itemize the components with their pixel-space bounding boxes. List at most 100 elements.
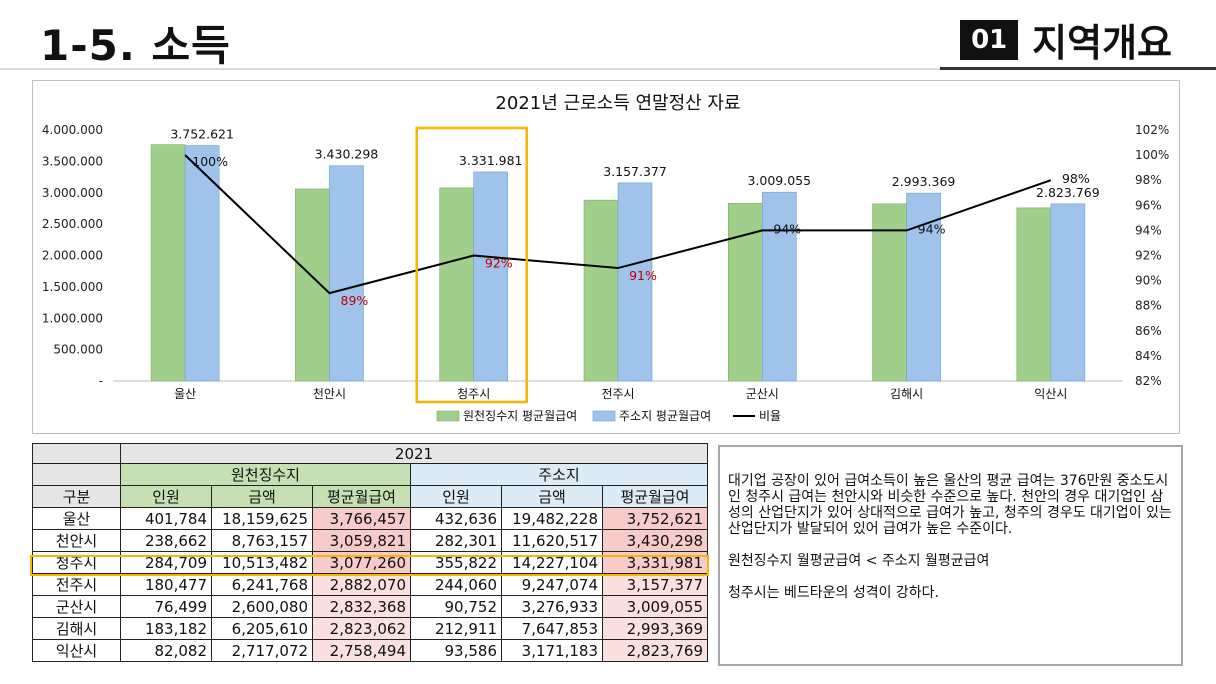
row-w-people: 284,709 — [120, 551, 212, 574]
x-tick-label: 전주시 — [601, 387, 634, 401]
y-left-tick-label: - — [99, 374, 103, 388]
row-a-avg: 3,331,981 — [602, 551, 708, 574]
row-a-avg: 3,752,621 — [602, 507, 708, 530]
bar-address-6 — [1050, 203, 1086, 382]
y-right-tick-label: 86% — [1135, 324, 1162, 338]
row-a-people: 244,060 — [410, 573, 502, 596]
row-a-people: 93,586 — [410, 639, 502, 662]
highlight-frame — [415, 126, 528, 404]
legend-label-address: 주소지 평균월급여 — [619, 409, 711, 423]
row-region: 천안시 — [32, 529, 121, 552]
y-left-tick-label: 1.000.000 — [42, 311, 103, 325]
x-tick-label: 김해시 — [890, 387, 923, 401]
bar-withholding-1 — [295, 188, 330, 382]
y-right-tick-label: 98% — [1135, 173, 1162, 187]
legend-swatch-address — [592, 410, 616, 422]
row-a-amount: 11,620,517 — [501, 529, 603, 552]
table-row: 청주시 284,709 10,513,482 3,077,260 355,822… — [32, 551, 708, 574]
row-w-avg: 2,823,062 — [312, 617, 411, 640]
bar-withholding-3 — [583, 199, 619, 382]
row-w-avg: 2,832,368 — [312, 595, 411, 618]
y-right-tick-label: 96% — [1135, 198, 1162, 212]
bar-address-2 — [473, 171, 509, 382]
legend-swatch-withholding — [436, 410, 460, 422]
bar-withholding-0 — [150, 144, 186, 382]
bar-data-label: 3.009.055 — [747, 173, 811, 188]
row-region: 군산시 — [32, 595, 121, 618]
row-w-amount: 6,241,768 — [211, 573, 313, 596]
ratio-data-label: 89% — [341, 293, 369, 308]
col-category-header: 구분 — [32, 485, 121, 508]
row-w-avg: 3,766,457 — [312, 507, 411, 530]
y-left-tick-label: 3.000.000 — [42, 186, 103, 200]
col-w-amount-header: 금액 — [211, 485, 313, 508]
col-w-people-header: 인원 — [120, 485, 212, 508]
ratio-line — [184, 154, 1052, 295]
x-tick-label: 청주시 — [457, 387, 490, 401]
bar-data-label: 3.752.621 — [170, 127, 234, 142]
row-region: 전주시 — [32, 573, 121, 596]
bar-data-label: 3.331.981 — [459, 153, 523, 168]
row-a-avg: 2,823,769 — [602, 639, 708, 662]
note-paragraph-3: 청주시는 베드타운의 성격이 강하다. — [728, 585, 939, 601]
row-w-avg: 2,882,070 — [312, 573, 411, 596]
row-w-people: 180,477 — [120, 573, 212, 596]
row-a-amount: 3,276,933 — [501, 595, 603, 618]
bar-data-label: 3.157.377 — [603, 164, 667, 179]
note-paragraph-2: 원천징수지 월평균급여 < 주소지 월평균급여 — [728, 553, 990, 569]
bar-address-0 — [184, 145, 220, 382]
table-row: 울산 401,784 18,159,625 3,766,457 432,636 … — [32, 507, 708, 530]
table-corner — [32, 443, 121, 464]
bar-address-4 — [761, 191, 797, 382]
bar-data-label: 3.430.298 — [315, 147, 379, 162]
row-a-avg: 3,009,055 — [602, 595, 708, 618]
row-w-avg: 3,059,821 — [312, 529, 411, 552]
table-row: 김해시 183,182 6,205,610 2,823,062 212,911 … — [32, 617, 708, 640]
y-left-tick-label: 3.500.000 — [42, 154, 103, 168]
y-right-tick-label: 100% — [1135, 148, 1169, 162]
y-right-tick-label: 88% — [1135, 299, 1162, 313]
chart-title: 2021년 근로소득 연말정산 자료 — [495, 93, 740, 114]
row-w-amount: 10,513,482 — [211, 551, 313, 574]
bar-address-3 — [617, 182, 653, 382]
income-chart: 2021년 근로소득 연말정산 자료 - 500.000 1.000.000 1.500… — [32, 80, 1180, 434]
y-right-tick-label: 92% — [1135, 249, 1162, 263]
y-right-tick-label: 90% — [1135, 274, 1162, 288]
row-region: 김해시 — [32, 617, 121, 640]
row-a-amount: 3,171,183 — [501, 639, 603, 662]
y-right-tick-label: 102% — [1135, 123, 1169, 137]
row-w-people: 82,082 — [120, 639, 212, 662]
group-withholding-header: 원천징수지 — [120, 463, 411, 486]
table-group-row: 원천징수지 주소지 — [32, 463, 708, 486]
x-tick-label: 군산시 — [746, 387, 779, 401]
table-row: 천안시 238,662 8,763,157 3,059,821 282,301 … — [32, 529, 708, 552]
section-number: 01 — [960, 19, 1019, 60]
y-left-tick-label: 4.000.000 — [42, 123, 103, 137]
income-table: 2021 원천징수지 주소지 구분 인원 금액 평균월급여 인원 금액 평균월급… — [32, 443, 708, 662]
bar-withholding-6 — [1016, 207, 1052, 382]
y-left-tick-label: 1.500.000 — [42, 280, 103, 294]
row-w-amount: 2,717,072 — [211, 639, 313, 662]
x-tick-label: 익산시 — [1034, 387, 1067, 401]
bar-withholding-2 — [439, 187, 475, 382]
row-w-avg: 3,077,260 — [312, 551, 411, 574]
row-a-people: 432,636 — [410, 507, 502, 530]
ratio-data-label: 98% — [1062, 171, 1090, 186]
section-name: 지역개요 — [1032, 21, 1172, 65]
row-region: 울산 — [32, 507, 121, 530]
notes-box: 대기업 공장이 있어 급여소득이 높은 울산의 평균 급여는 376만원 중소도… — [718, 445, 1183, 666]
group-address-header: 주소지 — [410, 463, 708, 486]
row-w-amount: 8,763,157 — [211, 529, 313, 552]
col-a-avg-header: 평균월급여 — [602, 485, 708, 508]
table-year-row: 2021 — [32, 443, 708, 464]
y-right-tick-label: 82% — [1135, 374, 1162, 388]
section-tag: 01 지역개요 — [960, 12, 1172, 67]
table-row: 전주시 180,477 6,241,768 2,882,070 244,060 … — [32, 573, 708, 596]
bar-address-1 — [329, 165, 364, 382]
row-a-amount: 19,482,228 — [501, 507, 603, 530]
y-right-tick-label: 94% — [1135, 223, 1162, 237]
row-region: 익산시 — [32, 639, 121, 662]
legend-label-withholding: 원천징수지 평균월급여 — [463, 408, 577, 423]
y-left-tick-label: 2.000.000 — [42, 249, 103, 263]
bar-data-label: 2.993.369 — [892, 174, 956, 189]
